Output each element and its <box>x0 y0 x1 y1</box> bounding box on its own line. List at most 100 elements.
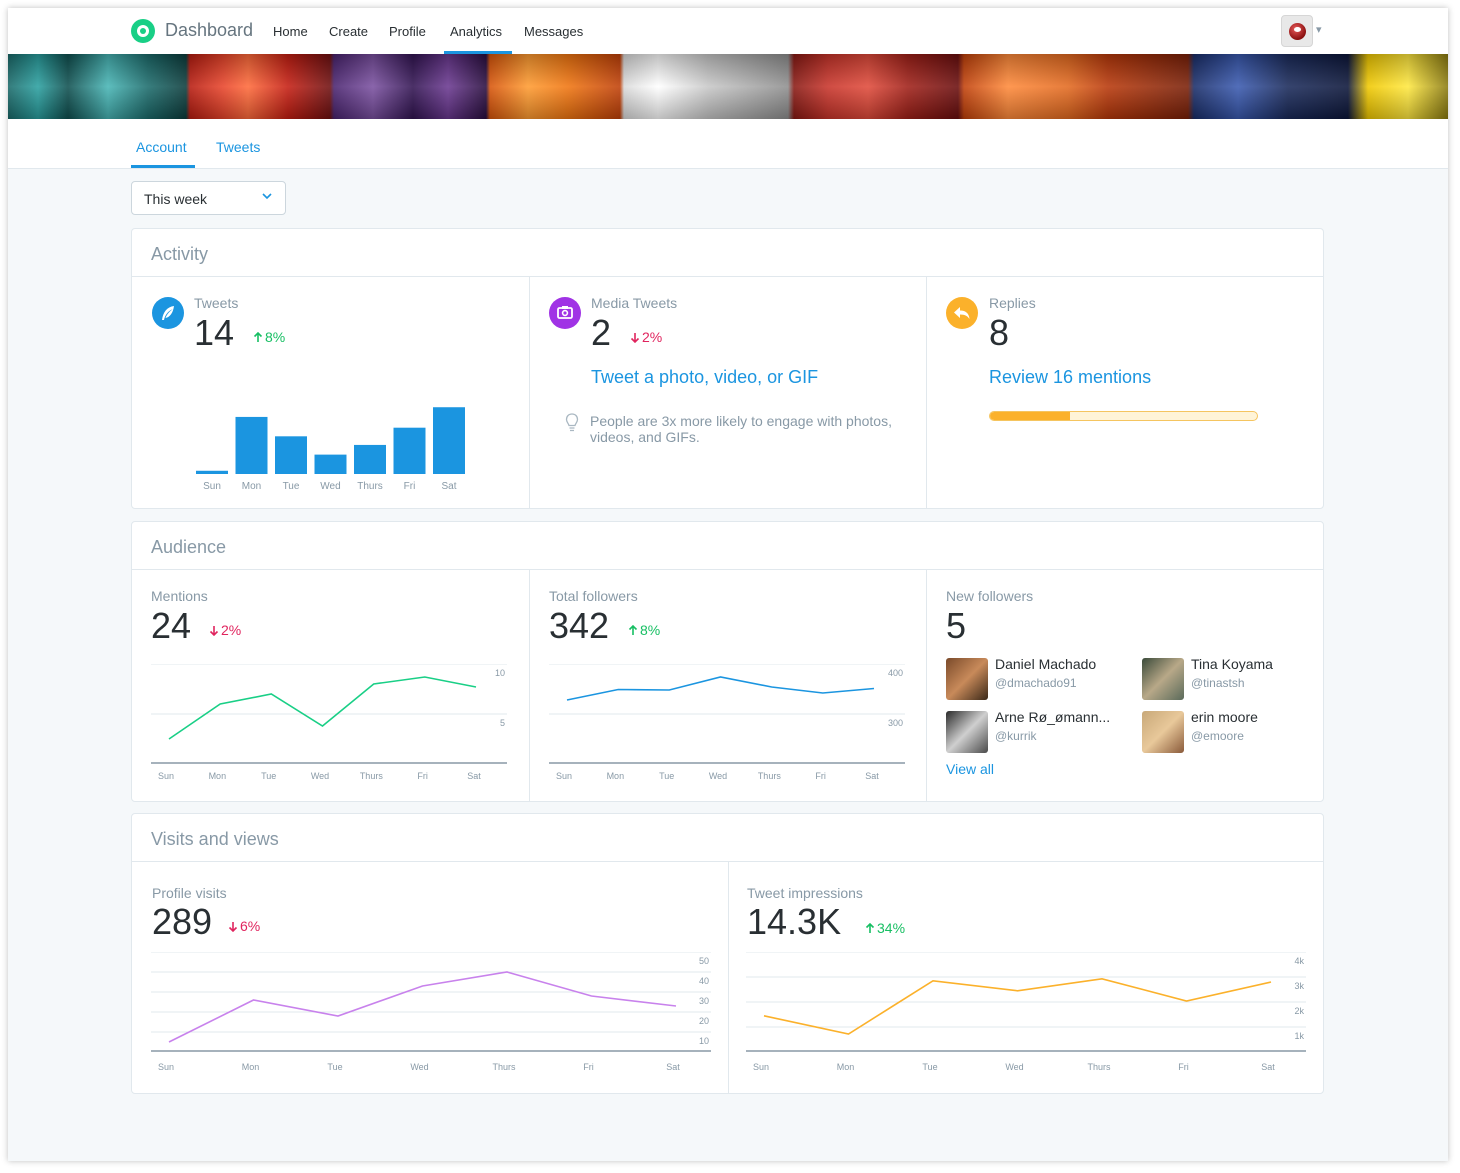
x-tick-label: Tue <box>327 1062 342 1072</box>
x-tick-label: Thurs <box>758 771 782 781</box>
camera-icon <box>549 297 581 329</box>
followers-line-chart: 400 300 Sun Mon Tue Wed Thurs Fri Sat <box>549 664 905 781</box>
x-tick-label: Thurs <box>360 771 384 781</box>
y-tick-label: 30 <box>699 996 709 1006</box>
mentions-progress-bar <box>989 411 1258 421</box>
x-tick-label: Mon <box>209 771 227 781</box>
activity-card: Activity Tweets 14 8% Sun Mon Tue Wed Thurs F… <box>131 228 1324 509</box>
brand-title[interactable]: Dashboard <box>165 20 254 40</box>
tweet-media-link[interactable]: Tweet a photo, video, or GIF <box>591 367 819 387</box>
impressions-change-value: 34% <box>877 920 906 936</box>
series-line <box>168 971 677 1043</box>
replies-value: 8 <box>989 312 1010 353</box>
divider <box>132 569 1323 570</box>
profile-visits-change: 6% <box>228 918 260 934</box>
dashboard-window: Dashboard Home Create Profile Analytics … <box>8 8 1448 1161</box>
follower-name: Tina Koyama <box>1191 656 1273 672</box>
new-followers-value: 5 <box>946 605 967 646</box>
tweets-value: 14 <box>194 312 235 353</box>
mentions-line-chart: 10 5 Sun Mon Tue Wed Thurs Fri Sat <box>151 664 507 781</box>
account-avatar[interactable] <box>1281 15 1313 47</box>
mentions-change-value: 2% <box>221 622 242 638</box>
new-followers-label: New followers <box>946 588 1034 604</box>
review-mentions-link[interactable]: Review 16 mentions <box>989 367 1152 387</box>
x-tick-label: Sat <box>441 481 456 492</box>
follower-item[interactable]: Tina Koyama @tinastsh <box>1142 656 1332 700</box>
series-line <box>168 676 477 740</box>
mentions-change: 2% <box>209 622 241 638</box>
tweets-label: Tweets <box>194 295 239 311</box>
divider <box>926 277 927 509</box>
follower-handle: @emoore <box>1191 729 1244 743</box>
feather-icon <box>152 297 184 329</box>
impressions-line-chart: 4k 3k 2k 1k Sun Mon Tue Wed Thurs Fri Sat <box>746 952 1306 1072</box>
x-tick-label: Tue <box>659 771 674 781</box>
x-tick-label: Sat <box>1261 1062 1275 1072</box>
arrow-down-icon <box>228 922 238 933</box>
nav-home[interactable]: Home <box>273 24 308 39</box>
bar-tue <box>275 436 307 474</box>
lightbulb-icon <box>565 413 579 432</box>
tab-account[interactable]: Account <box>136 139 187 155</box>
followers-change-value: 8% <box>640 622 661 638</box>
bar-sat <box>433 407 465 474</box>
media-change-value: 2% <box>642 329 663 345</box>
divider <box>529 277 530 509</box>
avatar-image <box>1289 23 1306 40</box>
series-line <box>763 977 1272 1035</box>
profile-visits-label: Profile visits <box>152 885 227 901</box>
followers-value: 342 <box>549 605 610 646</box>
x-tick-label: Wed <box>311 771 329 781</box>
impressions-value: 14.3K <box>747 901 842 942</box>
x-tick-label: Sun <box>556 771 572 781</box>
view-all-link[interactable]: View all <box>946 761 994 777</box>
reply-icon <box>946 297 978 329</box>
follower-handle: @dmachado91 <box>995 676 1077 690</box>
nav-analytics[interactable]: Analytics <box>450 24 503 39</box>
mentions-label: Mentions <box>151 588 208 604</box>
logo-icon[interactable] <box>131 19 155 43</box>
arrow-up-icon <box>253 331 263 342</box>
nav-profile[interactable]: Profile <box>389 24 426 39</box>
x-tick-label: Tue <box>283 481 300 492</box>
tab-tweets[interactable]: Tweets <box>216 139 261 155</box>
follower-handle: @kurrik <box>995 729 1037 743</box>
media-tip: People are 3x more likely to engage with… <box>590 413 892 445</box>
arrow-up-icon <box>865 922 875 933</box>
y-tick-label: 10 <box>699 1036 709 1046</box>
x-tick-label: Sun <box>203 481 221 492</box>
avatar <box>946 711 988 753</box>
media-change: 2% <box>630 329 662 345</box>
follower-item[interactable]: Arne Rø_ømann... @kurrik <box>946 709 1136 753</box>
x-tick-label: Wed <box>709 771 727 781</box>
replies-label: Replies <box>989 295 1036 311</box>
tweets-change: 8% <box>253 329 285 345</box>
follower-handle: @tinastsh <box>1191 676 1245 690</box>
chevron-down-icon[interactable]: ▾ <box>1316 24 1322 36</box>
period-select[interactable]: This week <box>131 181 286 215</box>
sub-nav: Account Tweets <box>8 119 1448 169</box>
impressions-label: Tweet impressions <box>747 885 863 901</box>
bar-sun <box>196 470 228 474</box>
bar-fri <box>393 427 426 474</box>
avatar <box>1142 658 1184 700</box>
divider <box>132 861 1323 862</box>
header-banner <box>8 54 1448 119</box>
period-select-value: This week <box>144 191 208 207</box>
follower-item[interactable]: erin moore @emoore <box>1142 709 1332 753</box>
divider <box>926 570 927 802</box>
nav-active-indicator <box>444 51 512 54</box>
nav-messages[interactable]: Messages <box>524 24 584 39</box>
media-value: 2 <box>591 312 612 353</box>
y-tick-label: 1k <box>1294 1031 1304 1041</box>
follower-name: Arne Rø_ømann... <box>995 709 1111 725</box>
followers-label: Total followers <box>549 588 638 604</box>
bar-mon <box>235 416 268 474</box>
tweets-bar-chart: Sun Mon Tue Wed Thurs Fri Sat <box>196 407 465 492</box>
follower-item[interactable]: Daniel Machado @dmachado91 <box>946 656 1136 700</box>
series-line <box>566 676 875 701</box>
nav-create[interactable]: Create <box>329 24 369 39</box>
y-tick-label: 40 <box>699 976 709 986</box>
bar-wed <box>314 454 347 474</box>
divider <box>132 276 1323 277</box>
